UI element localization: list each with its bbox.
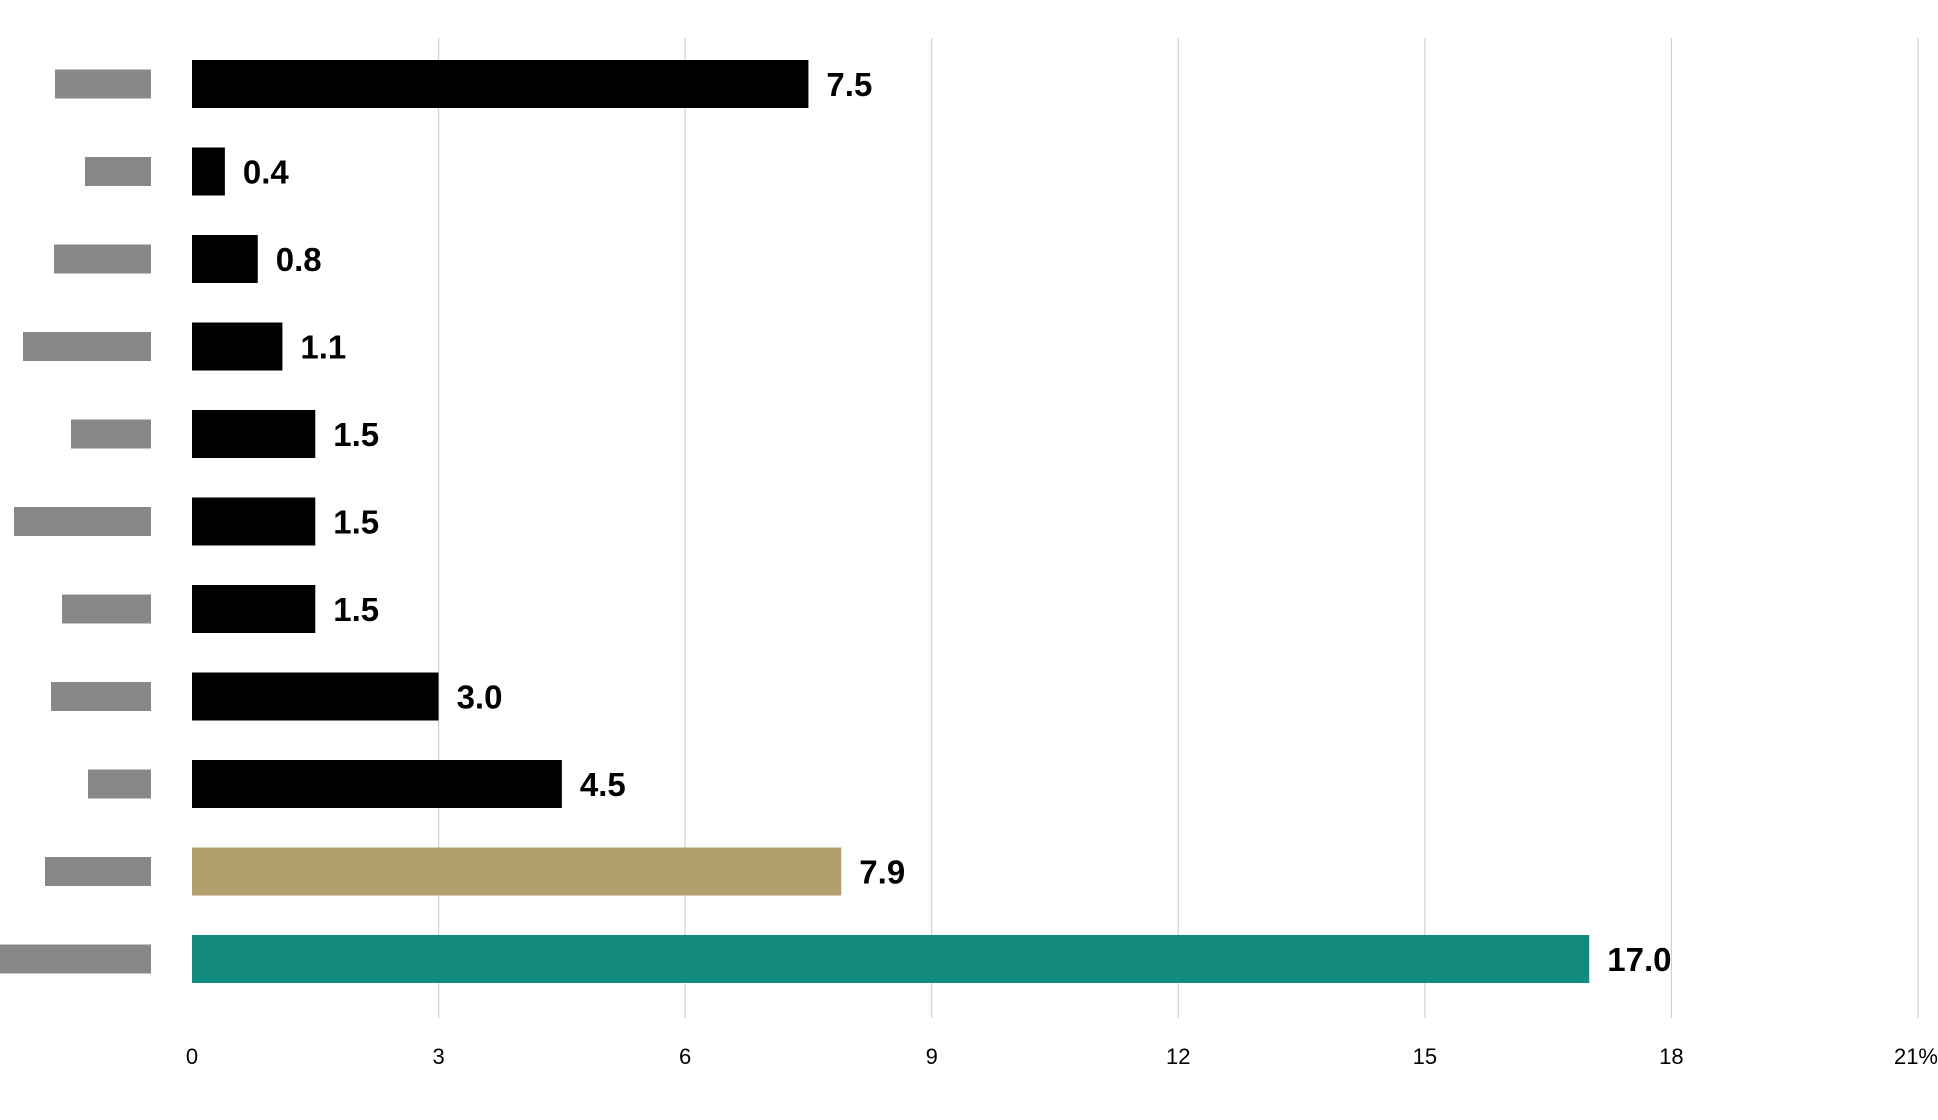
x-tick-label: 9 bbox=[926, 1044, 938, 1069]
category-label-redacted bbox=[23, 332, 151, 361]
bars bbox=[192, 60, 1590, 983]
bar bbox=[192, 147, 225, 196]
category-label-redacted bbox=[85, 157, 151, 186]
bar-value-label: 1.5 bbox=[333, 416, 379, 453]
bar-value-label: 7.9 bbox=[859, 854, 905, 891]
value-labels: 7.5 0.4 0.8 1.1 1.5 1.5 1.5 3.0 4.5 7.9 17.0 bbox=[243, 66, 1672, 978]
x-tick-label: 12 bbox=[1166, 1044, 1190, 1069]
category-label-redacted bbox=[55, 69, 151, 99]
category-label-redacted bbox=[0, 944, 151, 974]
bar-value-label: 1.1 bbox=[300, 329, 346, 366]
bar bbox=[192, 935, 1590, 983]
x-tick-label: 18 bbox=[1659, 1044, 1683, 1069]
bar-value-label: 3.0 bbox=[457, 679, 503, 716]
category-label-redacted bbox=[14, 507, 151, 536]
x-tick-label: 3 bbox=[432, 1044, 444, 1069]
bar bbox=[192, 760, 562, 808]
category-label-redacted bbox=[71, 419, 151, 449]
category-label-redacted bbox=[62, 594, 151, 624]
x-tick-label: 0 bbox=[186, 1044, 198, 1069]
bar bbox=[192, 410, 316, 458]
category-label-redacted bbox=[45, 857, 151, 886]
bar-value-label: 4.5 bbox=[580, 766, 626, 803]
bar bbox=[192, 672, 439, 721]
bar bbox=[192, 60, 809, 108]
x-axis-tick-labels: 0 3 6 9 12 15 18 21% bbox=[186, 1044, 1938, 1069]
category-label-redacted bbox=[88, 769, 151, 799]
category-labels bbox=[0, 69, 151, 974]
bar-value-label: 0.8 bbox=[276, 241, 322, 278]
bar bbox=[192, 322, 283, 371]
bar-value-label: 1.5 bbox=[333, 591, 379, 628]
x-tick-label: 6 bbox=[679, 1044, 691, 1069]
bar-value-label: 0.4 bbox=[243, 154, 290, 191]
bar bbox=[192, 497, 316, 546]
bar bbox=[192, 235, 258, 283]
bar-value-label: 17.0 bbox=[1607, 941, 1671, 978]
grid-lines bbox=[437, 38, 1919, 1018]
category-label-redacted bbox=[51, 682, 151, 711]
category-label-redacted bbox=[54, 244, 151, 274]
bar bbox=[192, 585, 316, 633]
x-tick-label: 21% bbox=[1894, 1044, 1938, 1069]
bar bbox=[192, 847, 842, 896]
bar-value-label: 7.5 bbox=[826, 66, 872, 103]
bar-value-label: 1.5 bbox=[333, 504, 379, 541]
x-tick-label: 15 bbox=[1413, 1044, 1437, 1069]
